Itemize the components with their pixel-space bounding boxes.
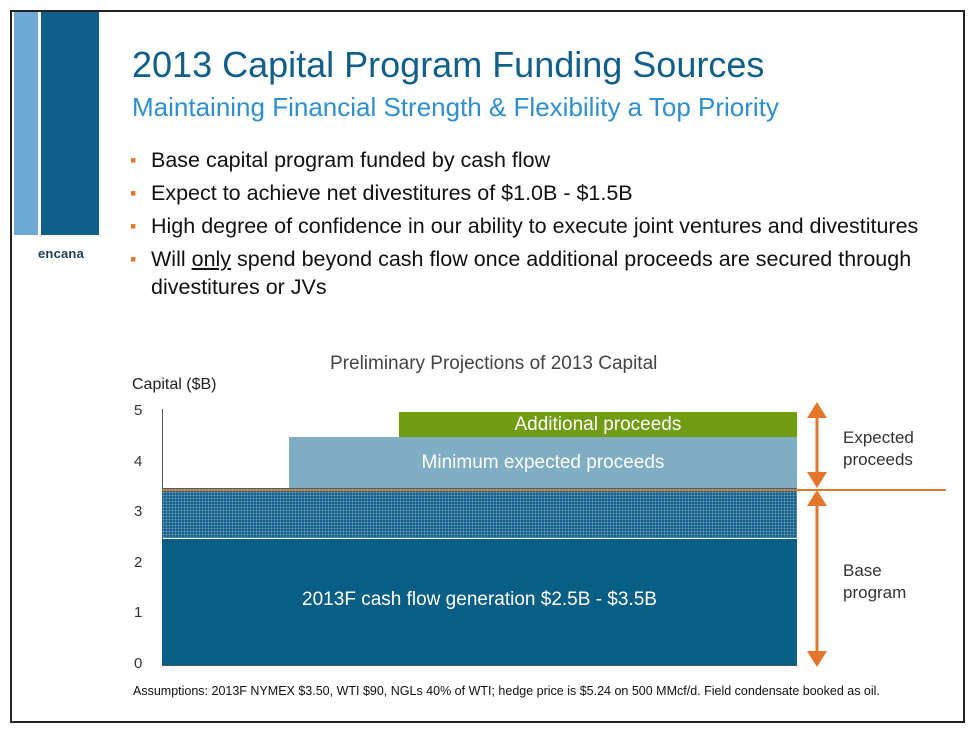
bar-label: 2013F cash flow generation $2.5B - $3.5B: [302, 588, 657, 610]
bullet-text-pre: Will: [151, 247, 192, 271]
bar-label: Additional proceeds: [514, 413, 682, 435]
chart-y-tick-label: 3: [134, 503, 143, 521]
bullet-item: ▪ Expect to achieve net divestitures of $…: [130, 179, 930, 207]
bullet-item: ▪ Base capital program funded by cash flo…: [130, 146, 930, 174]
assumptions-footnote: Assumptions: 2013F NYMEX $3.50, WTI $90,…: [133, 684, 880, 698]
chart-y-tick-label: 4: [134, 452, 143, 470]
chart-y-tick-label: 1: [134, 604, 143, 622]
bar-cash-flow-range: [162, 487, 797, 539]
chart-y-tick-label: 5: [134, 402, 143, 419]
slide-frame: [10, 10, 965, 723]
expected-arrow-up-head: [807, 402, 827, 418]
chart-reference-line: [162, 489, 946, 491]
bullet-text: High degree of confidence in our ability…: [151, 214, 919, 238]
base-arrow-up-head: [807, 490, 827, 506]
slide-subtitle: Maintaining Financial Strength & Flexibi…: [132, 92, 779, 122]
annotation-expected-proceeds: Expected proceeds: [843, 428, 914, 469]
decor-stripe-light: [14, 12, 38, 235]
bullet-item: ▪ High degree of confidence in our abilit…: [130, 212, 930, 240]
bar-additional-proceeds: Additional proceeds: [398, 412, 797, 438]
chart-title: Preliminary Projections of 2013 Capital: [330, 353, 658, 374]
bullet-list: ▪ Base capital program funded by cash flo…: [130, 146, 930, 306]
bullet-item: ▪ Will only spend beyond cash flow once a…: [130, 245, 930, 301]
bullet-marker-icon: ▪: [130, 249, 137, 269]
range-arrows-icon: [807, 402, 827, 667]
bullet-text-emphasis: only: [191, 247, 232, 271]
expected-arrow-down-head: [807, 472, 827, 488]
bar-minimum-expected-proceeds: Minimum expected proceeds: [289, 437, 797, 488]
chart-y-tick-label: 2: [134, 553, 143, 571]
bar-cash-flow: 2013F cash flow generation $2.5B - $3.5B: [162, 538, 797, 665]
chart-y-tick-label: 0: [134, 655, 143, 672]
base-arrow-down-head: [807, 651, 827, 667]
decor-stripe-dark: [41, 12, 99, 235]
bullet-marker-icon: ▪: [130, 150, 137, 170]
company-logo: encana: [38, 246, 85, 261]
bullet-text: Expect to achieve net divestitures of $1…: [151, 181, 633, 205]
chart-x-axis: [162, 665, 797, 666]
chart-y-axis-label: Capital ($B): [132, 376, 217, 393]
bullet-marker-icon: ▪: [130, 216, 137, 236]
slide-title: 2013 Capital Program Funding Sources: [132, 44, 765, 85]
bullet-marker-icon: ▪: [130, 183, 137, 203]
bullet-text: Base capital program funded by cash flow: [151, 148, 551, 172]
bar-label: Minimum expected proceeds: [421, 451, 665, 473]
annotation-base-program: Base program: [843, 561, 907, 602]
bullet-text-post: spend beyond cash flow once additional p…: [151, 247, 912, 299]
